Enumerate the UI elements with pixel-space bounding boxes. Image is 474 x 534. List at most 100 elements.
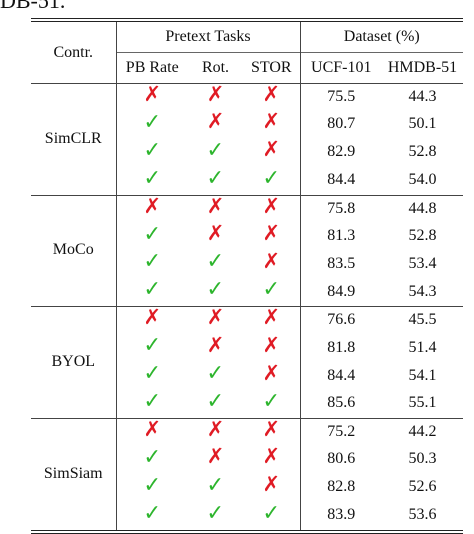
check-icon: ✓ [206,136,225,162]
header-contr: Contr. [31,20,117,84]
table-row: ✓ ✓ ✗ 83.5 53.4 [31,248,463,279]
table-row: ✓ ✓ ✗ 82.9 52.8 [31,136,463,167]
check-icon: ✓ [143,108,162,134]
task-cell-stor: ✓ [243,499,301,532]
task-cell-rot: ✗ [188,416,243,446]
table-row: ✓ ✓ ✗ 82.8 52.6 [31,471,463,502]
score-ucf: 82.9 [327,143,356,161]
check-icon: ✓ [262,164,281,190]
task-cell-pb: ✓ [116,473,188,502]
score-hmdb: 45.5 [382,306,463,335]
caption-fragment: DB-51. [0,0,66,13]
score-hmdb: 55.1 [408,394,437,412]
score-ucf: 75.2 [300,417,382,446]
cross-icon: ✗ [262,82,281,106]
check-icon: ✓ [143,164,162,190]
check-icon: ✓ [143,360,162,386]
task-cell-pb: ✗ [116,194,188,223]
score-ucf: 81.8 [327,338,356,356]
cross-icon: ✗ [262,444,281,469]
score-ucf: 75.5 [327,88,356,105]
cross-icon: ✗ [206,109,225,134]
task-cell-rot: ✓ [188,389,243,418]
score-ucf: 83.5 [327,254,356,272]
task-cell-rot: ✗ [188,194,243,223]
check-icon: ✓ [262,499,281,525]
cross-icon: ✗ [262,332,281,357]
task-cell-stor: ✗ [243,221,301,251]
score-ucf: 84.4 [327,171,356,189]
task-cell-rot: ✗ [188,306,243,335]
cross-icon: ✗ [262,137,281,162]
check-icon: ✓ [143,443,162,469]
col-header-rot: Rot. [188,52,243,84]
table-row: ✓ ✓ ✓ 84.4 54.0 [31,164,463,196]
task-cell-stor: ✗ [243,193,301,223]
cross-icon: ✗ [206,82,225,106]
cross-icon: ✗ [262,472,281,497]
task-cell-pb: ✓ [116,138,188,167]
cross-icon: ✗ [206,221,225,246]
score-ucf: 75.8 [300,194,382,223]
check-icon: ✓ [206,471,225,497]
task-cell-stor: ✓ [243,164,301,196]
task-cell-rot: ✗ [188,446,243,474]
task-cell-pb: ✓ [116,362,188,390]
task-cell-rot: ✓ [188,499,243,532]
cross-icon: ✗ [206,416,225,441]
task-cell-rot: ✓ [188,136,243,167]
method-name: BYOL [31,306,117,419]
task-cell-pb: ✓ [116,250,188,278]
task-cell-stor: ✗ [243,332,301,363]
task-cell-stor: ✗ [243,248,301,279]
check-icon: ✓ [143,387,162,413]
cross-icon: ✗ [262,248,281,273]
score-ucf: 81.3 [327,227,356,245]
task-cell-rot: ✓ [188,250,243,278]
score-hmdb: 54.0 [408,171,437,189]
cross-icon: ✗ [143,305,162,330]
score-hmdb: 51.4 [408,338,437,356]
score-ucf: 83.9 [327,506,356,524]
task-cell-rot: ✓ [188,471,243,502]
cross-icon: ✗ [262,416,281,441]
cross-icon: ✗ [262,221,281,246]
task-cell-stor: ✗ [243,306,301,335]
score-hmdb: 44.3 [408,88,437,105]
check-icon: ✓ [143,332,162,358]
score-hmdb: 54.3 [408,282,437,300]
score-ucf: 84.4 [327,366,356,384]
header-dataset: Dataset (%) [343,28,420,45]
col-header-ucf101: UCF-101 [300,52,382,84]
col-header-stor: STOR [243,52,301,84]
table-row: ✓ ✗ ✗ 80.7 50.1 [31,108,463,139]
task-cell-stor: ✗ [243,137,301,167]
task-cell-rot: ✓ [188,278,243,306]
score-ucf: 76.6 [300,306,382,335]
check-icon: ✓ [262,387,281,413]
score-hmdb: 50.3 [408,450,437,468]
check-icon: ✓ [206,499,225,525]
task-cell-stor: ✗ [243,472,301,502]
col-header-hmdb51: HMDB-51 [382,52,463,84]
table-row: ✓ ✗ ✗ 81.3 52.8 [31,220,463,251]
task-cell-pb: ✓ [116,501,188,532]
table-row: SimCLR ✗ ✗ ✗ 75.5 44.3 [31,82,463,196]
cross-icon: ✗ [262,193,281,218]
score-ucf: 84.9 [327,282,356,300]
task-cell-rot: ✗ [188,111,243,139]
task-cell-stor: ✗ [243,82,301,111]
task-cell-pb: ✗ [116,84,188,111]
check-icon: ✓ [206,360,225,386]
table-row: ✓ ✗ ✗ 80.6 50.3 [31,443,463,474]
task-cell-pb: ✓ [116,278,188,306]
score-hmdb: 53.6 [408,506,437,524]
method-name: MoCo [31,194,117,307]
task-cell-stor: ✓ [243,278,301,307]
score-ucf: 80.6 [327,450,356,468]
task-cell-rot: ✗ [188,334,243,362]
check-icon: ✓ [206,276,225,302]
task-cell-pb: ✓ [116,443,188,474]
task-cell-pb: ✓ [116,387,188,418]
check-icon: ✓ [143,220,162,246]
